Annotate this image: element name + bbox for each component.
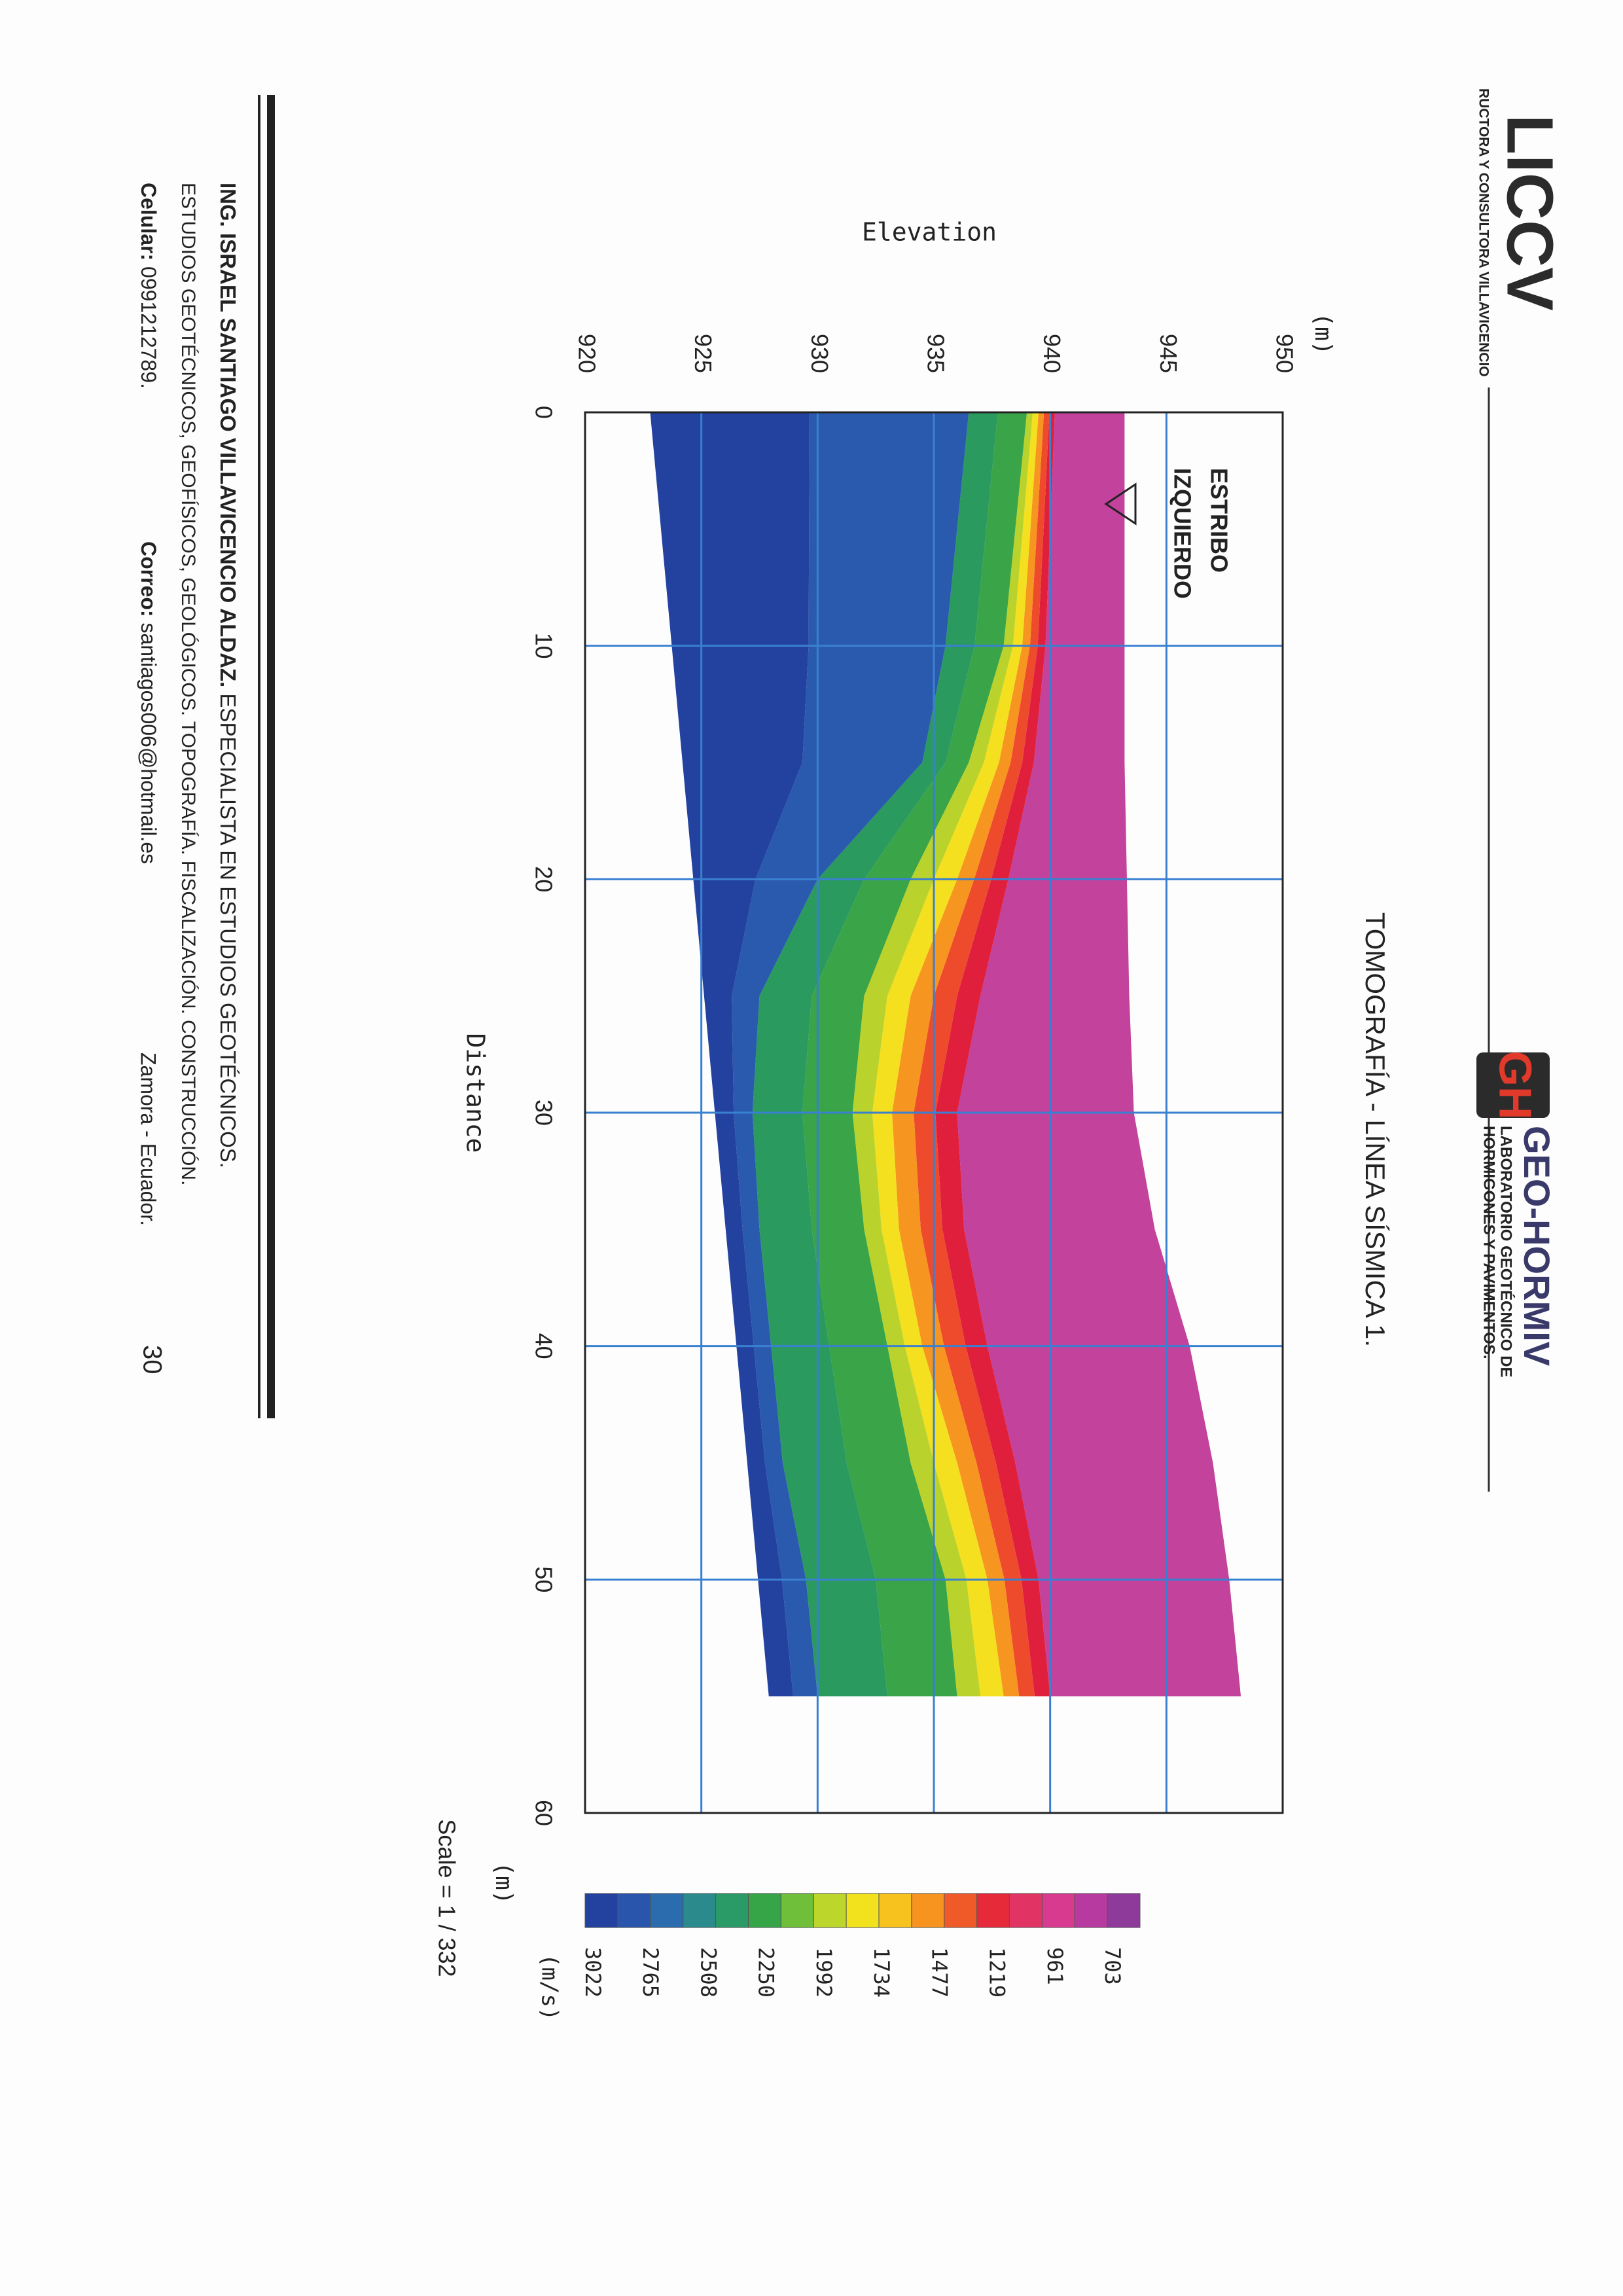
annotation: IZQUIERDO xyxy=(1169,468,1196,599)
tomography-band xyxy=(935,412,1055,1696)
footer-email: santiagos006@hotmail.es xyxy=(137,622,160,864)
footer-email-line: Correo: santiagos006@hotmail.es xyxy=(137,541,160,864)
colorbar-cell xyxy=(911,1893,945,1928)
tomography-band xyxy=(852,412,1033,1696)
colorbar-cell xyxy=(878,1893,912,1928)
figure-title: TOMOGRAFÍA - LÍNEA SÍSMICA 1. xyxy=(1360,912,1391,1347)
colorbar-label: 3022 xyxy=(580,1947,605,1998)
tomography-band xyxy=(650,412,810,1696)
scale-note: Scale = 1 / 332 xyxy=(433,1819,460,1977)
colorbar-cell xyxy=(976,1893,1010,1928)
colorbar-cell xyxy=(715,1893,749,1928)
plot-frame xyxy=(584,411,1284,1814)
x-tick-label: 30 xyxy=(530,1100,557,1126)
x-tick-label: 20 xyxy=(530,866,557,892)
colorbar-label: 2250 xyxy=(754,1947,779,1998)
tomography-band xyxy=(872,412,1039,1696)
x-tick-label: 50 xyxy=(530,1566,557,1592)
y-tick-label: 950 xyxy=(1271,334,1298,373)
x-tick-label: 40 xyxy=(530,1333,557,1359)
x-tick-label: 60 xyxy=(530,1800,557,1826)
tomography-band xyxy=(802,412,1027,1696)
colorbar-cell xyxy=(1041,1893,1075,1928)
footer-email-label: Correo: xyxy=(137,541,160,617)
tomography-band xyxy=(752,412,998,1696)
x-tick-label: 0 xyxy=(530,406,557,419)
colorbar-cell xyxy=(780,1893,814,1928)
logo-right-mark: GH xyxy=(1490,1051,1541,1120)
footer-phone-line: Celular: 0991212789. xyxy=(137,183,160,389)
tomography-band xyxy=(914,412,1050,1696)
x-tick-label: 10 xyxy=(530,633,557,659)
colorbar-label: 1734 xyxy=(869,1947,894,1998)
footer-services: ESTUDIOS GEOTÉCNICOS, GEOFÍSICOS, GEOLÓG… xyxy=(177,183,199,1185)
colorbar-label: 1477 xyxy=(927,1947,952,1998)
colorbar-unit: (m/s) xyxy=(537,1954,563,2020)
tomography-band xyxy=(892,412,1044,1696)
annotation: ESTRIBO xyxy=(1205,468,1232,573)
colorbar-label: 2765 xyxy=(638,1947,663,1998)
y-tick-label: 930 xyxy=(806,334,833,373)
y-tick-label: 940 xyxy=(1039,334,1065,373)
y-axis-label: Elevation xyxy=(862,218,997,247)
chart: 0 10 20 30 40 50 60 920 925 930 935 940 945 950 (m) Ele… xyxy=(433,218,1336,2021)
footer-phone-label: Celular: xyxy=(137,183,160,260)
footer-location: Zamora - Ecuador. xyxy=(137,1052,160,1226)
colorbar-cell xyxy=(813,1893,847,1928)
colorbar-label: 2508 xyxy=(696,1947,721,1998)
page-number: 30 xyxy=(137,1345,166,1374)
colorbar-cell xyxy=(1107,1893,1141,1928)
footer-phone: 0991212789. xyxy=(137,266,160,389)
footer-specialty: ESPECIALISTA EN ESTUDIOS GEOTÉCNICOS. xyxy=(216,693,240,1168)
colorbar-cell xyxy=(1074,1893,1108,1928)
tomography-band xyxy=(957,412,1241,1696)
marker-triangle xyxy=(1104,482,1137,526)
colorbar-label: 703 xyxy=(1100,1947,1125,1985)
colorbar-cell xyxy=(846,1893,880,1928)
colorbar-cell xyxy=(683,1893,717,1928)
logo-left-brand: LICCV xyxy=(1493,115,1567,311)
colorbar-label: 1992 xyxy=(812,1947,836,1998)
colorbar-label: 961 xyxy=(1043,1947,1067,1985)
footer-name: ING. ISRAEL SANTIAGO VILLAVICENCIO ALDAZ… xyxy=(216,183,240,687)
x-axis-label: Distance xyxy=(461,1033,490,1153)
y-unit: (m) xyxy=(1310,312,1336,355)
colorbar-cell xyxy=(747,1893,781,1928)
logo-right-brand: GEO-HORMIV xyxy=(1516,1126,1558,1366)
y-tick-label: 920 xyxy=(573,334,600,373)
tomography-band xyxy=(732,412,969,1696)
y-tick-label: 925 xyxy=(690,334,717,373)
colorbar-cell xyxy=(650,1893,684,1928)
y-tick-label: 945 xyxy=(1155,334,1182,373)
colorbar-cell xyxy=(584,1893,618,1928)
logo-right-badge xyxy=(1476,1052,1550,1118)
logo-right-tagline: LABORATORIO GEOTÉCNICO DE xyxy=(1497,1126,1516,1377)
colorbar-cell xyxy=(1008,1893,1043,1928)
colorbar-label: 1219 xyxy=(985,1947,1010,1998)
footer-name-line: ING. ISRAEL SANTIAGO VILLAVICENCIO ALDAZ… xyxy=(216,183,240,1168)
logo-right-tagline: HORMIGONES Y PAVIMENTOS. xyxy=(1480,1126,1498,1359)
y-tick-label: 935 xyxy=(922,334,949,373)
logo-left-tagline: RUCTORA Y CONSULTORA VILLAVICENCIO xyxy=(1476,88,1491,377)
colorbar-cell xyxy=(944,1893,978,1928)
colorbar-cell xyxy=(617,1893,651,1928)
x-unit: (m) xyxy=(490,1861,517,1904)
